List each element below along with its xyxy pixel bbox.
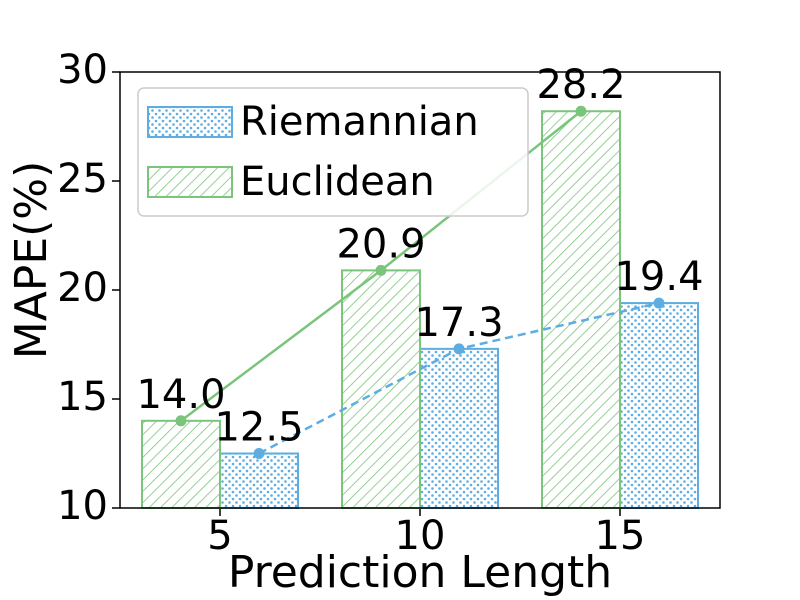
value-label: 12.5 [214, 405, 303, 451]
bar-pattern [141, 419, 221, 509]
y-tick-label: 30 [57, 47, 108, 93]
bar-pattern [541, 110, 621, 510]
value-label: 17.3 [414, 300, 503, 346]
y-tick-label: 20 [57, 265, 108, 311]
point [653, 297, 665, 309]
x-axis-label: Prediction Length [228, 547, 612, 598]
point [375, 264, 387, 276]
legend-swatch-pattern [147, 106, 233, 138]
y-axis-label: MAPE(%) [6, 161, 57, 360]
bar-pattern [619, 302, 699, 509]
point [575, 105, 587, 117]
value-label: 19.4 [614, 254, 703, 300]
value-label: 28.2 [536, 62, 625, 108]
value-label: 14.0 [136, 372, 225, 418]
x-tick-label: 5 [207, 513, 232, 559]
x-tick-label: 15 [595, 513, 646, 559]
y-tick-label: 25 [57, 156, 108, 202]
bar-pattern [219, 452, 299, 509]
y-tick-label: 15 [57, 374, 108, 420]
point [253, 448, 265, 459]
legend-label: Euclidean [240, 159, 435, 205]
y-tick-label: 10 [57, 483, 108, 529]
legend-box [137, 87, 529, 217]
plot-frame [119, 71, 721, 509]
legend-swatch-pattern [147, 166, 233, 198]
legend-label: Riemannian [240, 99, 479, 145]
point [175, 415, 187, 427]
bar-pattern [419, 347, 499, 509]
value-label: 20.9 [336, 221, 425, 267]
point [453, 343, 465, 355]
x-tick-label: 10 [395, 513, 446, 559]
legend: Riemannian Euclidean [137, 87, 529, 217]
